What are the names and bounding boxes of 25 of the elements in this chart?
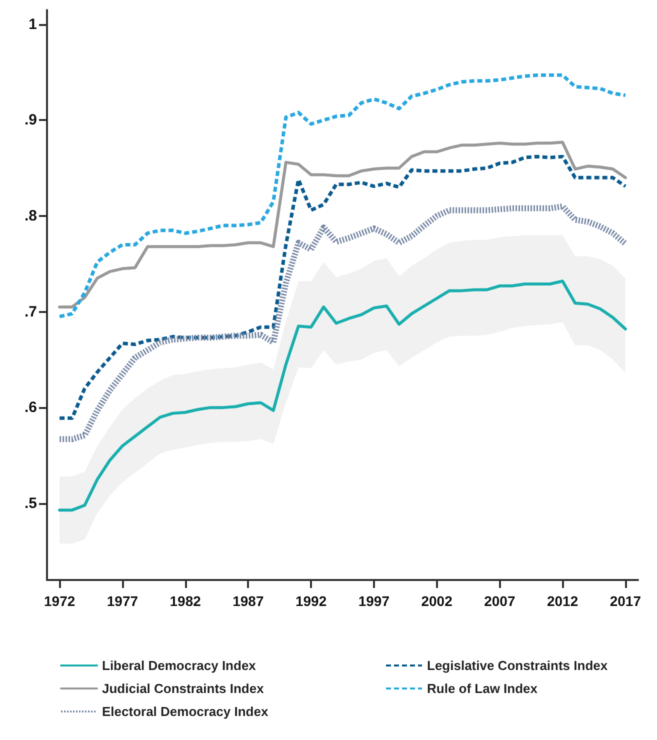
x-tick-label: 2007 [484,593,516,609]
legend-label: Electoral Democracy Index [102,704,269,719]
legend-label: Legislative Constraints Index [427,658,608,673]
y-tick-label: .9 [24,112,37,129]
y-tick-label: .5 [24,494,37,512]
y-tick-label: .6 [24,399,37,416]
x-tick-label: 1982 [170,593,202,609]
line-series [58,140,627,308]
x-tick-label: 1997 [358,593,390,609]
line-series [58,280,627,512]
x-tick-label: 2017 [610,593,642,609]
y-tick-label: 1 [28,16,37,33]
x-tick-label: 1972 [44,593,76,609]
legend-label: Liberal Democracy Index [102,658,257,673]
x-tick-label: 1987 [232,593,264,609]
x-tick-label: 2002 [421,593,453,609]
x-tick-label: 1977 [106,593,138,609]
line-series [58,154,628,420]
line-series [58,73,628,318]
legend-label: Rule of Law Index [427,681,538,696]
x-tick-label: 1992 [295,593,327,609]
y-tick-label: .7 [24,303,37,320]
x-tick-label: 2012 [546,593,578,609]
legend-label: Judicial Constraints Index [102,681,265,696]
y-tick-label: .8 [24,207,37,224]
